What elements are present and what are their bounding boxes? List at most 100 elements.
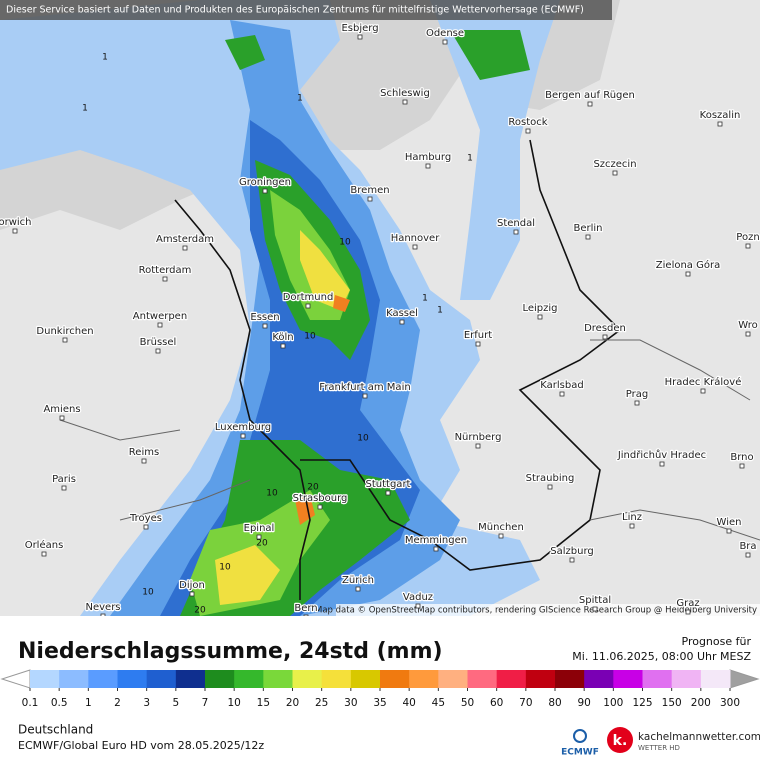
colorbar-segment [584,670,614,688]
city-label: Pozn [736,232,759,243]
colorbar-segment [321,670,352,688]
city-label: Dresden [584,323,626,334]
contour-label: 1 [102,53,108,63]
site-logo-letter: k. [613,733,628,749]
city-label: Frankfurt am Main [319,382,410,393]
city-dot [12,228,18,234]
contour-label: 1 [467,154,473,164]
city-label: Amiens [43,404,80,415]
city-dot [362,393,368,399]
city-label: Rostock [508,117,547,128]
colorbar-segment [642,670,673,688]
city-dot [305,303,311,309]
colorbar-segment [671,670,702,688]
city-label: Kassel [386,308,418,319]
contour-label: 1 [437,306,443,316]
city-label: Leipzig [522,303,557,314]
city-dot [157,322,163,328]
city-label: orwich [0,217,32,228]
city-dot [475,443,481,449]
city-label: Brüssel [140,337,177,348]
city-label: Wien [717,517,742,528]
city-label: Linz [622,512,642,523]
colorbar-tick-label: 15 [257,697,270,709]
city-label: Köln [272,332,293,343]
city-label: Strasbourg [293,493,348,504]
colorbar-tick-label: 20 [286,697,299,709]
colorbar-tick-label: 35 [373,697,386,709]
city-label: Salzburg [550,546,593,557]
contour-label: 20 [256,539,268,549]
city-dot [475,341,481,347]
city-dot [240,433,246,439]
city-label: Nevers [85,602,120,613]
colorbar-segment [613,670,643,688]
colorbar-tick-label: 0.5 [51,697,68,709]
city-dot [745,243,751,249]
notice-bar [0,0,612,20]
city-dot [61,485,67,491]
city-label: Bremen [350,185,389,196]
city-dot [547,484,553,490]
city-label: Hannover [391,233,441,244]
map: Dieser Service basiert auf Daten und Pro… [0,0,760,616]
precip-yellow [215,545,280,605]
city-dot [569,557,575,563]
colorbar-tick-label: 80 [548,697,561,709]
colorbar-segment [175,670,206,688]
city-label: Antwerpen [133,311,187,322]
city-label: Luxemburg [215,422,271,433]
city-dot [262,188,268,194]
city-dot [634,400,640,406]
city-dot [629,523,635,529]
site-logo [607,727,633,753]
city-label: Graz [676,598,699,609]
attribution-bar [336,604,760,616]
contour-label: 1 [422,294,428,304]
city-layer: Esbjerg Odense Schleswig Bergen auf Rügen Ro… [0,22,760,616]
legend-panel: Niederschlagssumme, 24std (mm) Prognose … [0,635,760,758]
city-label: Bergen auf Rügen [545,90,635,101]
colorbar-segment [467,670,498,688]
colorbar-tick-label: 90 [577,697,590,709]
colorbar-segment [205,670,235,688]
city-label: Schleswig [380,88,430,99]
city-label: Wro [738,320,757,331]
city-dot [612,170,618,176]
city-label: Essen [250,312,279,323]
city-dot [100,613,106,616]
city-label: Rotterdam [139,265,192,276]
colorbar-tick-label: 300 [720,697,740,709]
colorbar-segment [555,670,585,688]
colorbar-tick-label: 45 [432,697,445,709]
colorbar-segment [59,670,89,688]
colorbar-tick-label: 50 [461,697,474,709]
city-label: Dortmund [283,292,334,303]
city-dot [537,314,543,320]
city-dot [303,614,309,616]
city-dot [415,603,421,609]
city-dot [262,323,268,329]
city-dot [726,528,732,534]
precip-light [430,0,560,300]
precip-green [450,30,530,80]
colorbar-segment [496,670,527,688]
city-label: Berlin [573,223,602,234]
colorbar-segment [292,670,323,688]
city-label: München [478,522,524,533]
city-dot [602,334,608,340]
colorbar: 0.1 0.5 1 2 3 5 7 10 15 20 25 30 35 40 45 50 60 70 80 90 100… [0,669,760,709]
city-label: Orléans [25,539,64,551]
city-label: Dunkirchen [36,326,93,337]
colorbar-tick-label: 0.1 [22,697,39,709]
contour-label: 10 [266,489,278,499]
city-dot [399,319,405,325]
city-label: Straubing [526,473,575,484]
colorbar-segment [438,670,468,688]
city-label: Dijon [179,580,205,591]
colorbar-tick-label: 40 [402,697,415,709]
notice: Dieser Service basiert auf Daten und Pro… [6,5,584,16]
city-dot [659,461,665,467]
forecast-label: Prognose für [682,635,752,648]
precip-orange [333,295,350,312]
